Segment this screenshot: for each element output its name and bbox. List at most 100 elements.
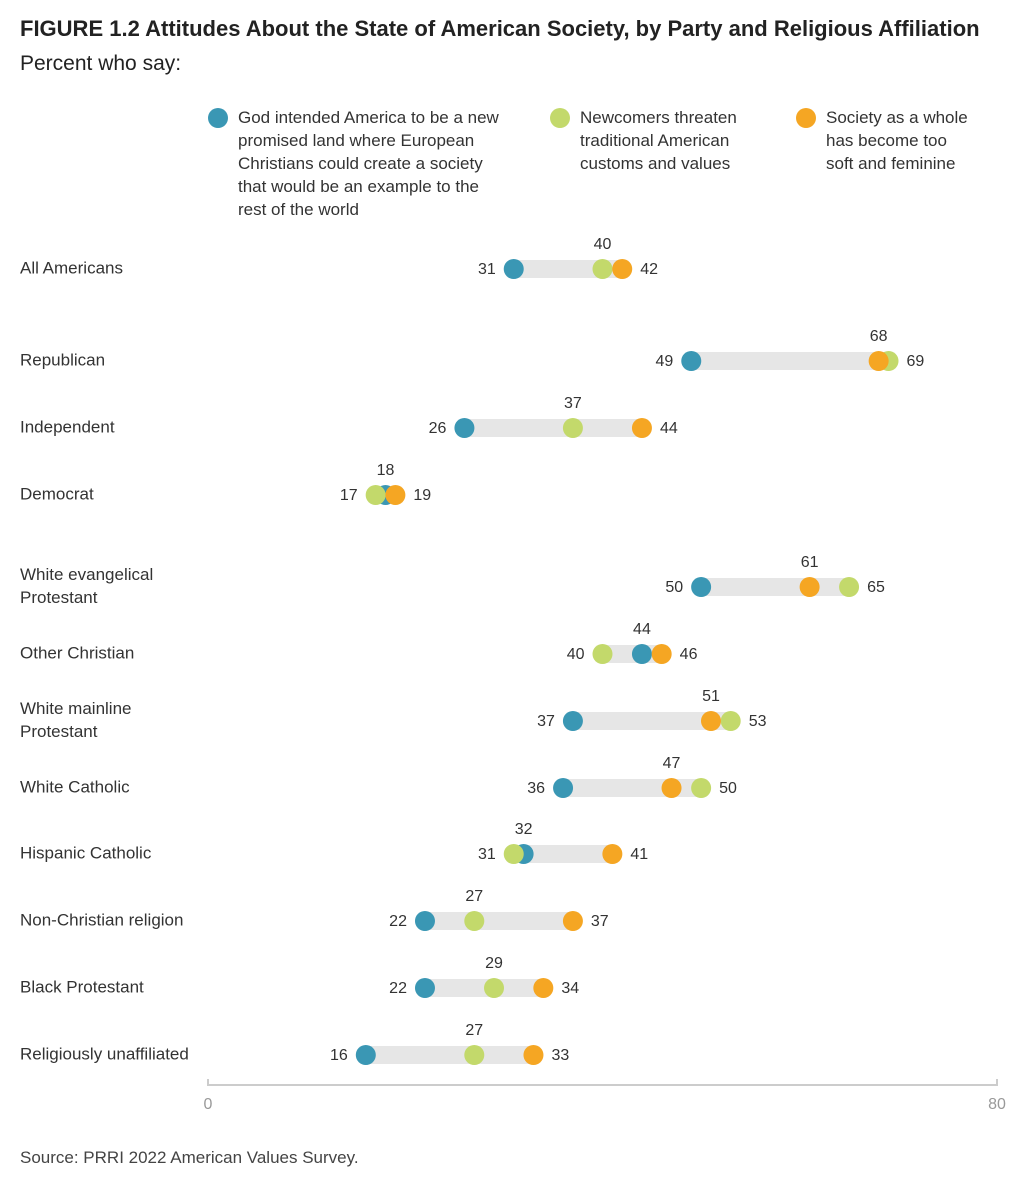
legend-label-soft-feminine: Society as a whole has become too soft and… xyxy=(826,106,1033,175)
legend-label-newcomers: Newcomers threaten traditional American cu… xyxy=(580,106,880,175)
category-label: Other Christian xyxy=(20,643,134,662)
legend-label-line: has become too xyxy=(826,131,947,150)
category-label: Black Protestant xyxy=(20,977,144,996)
legend-label-line: traditional American xyxy=(580,131,730,150)
data-label: 50 xyxy=(665,579,683,596)
source-note: Source: PRRI 2022 American Values Survey… xyxy=(20,1148,359,1167)
chart-title: FIGURE 1.2 Attitudes About the State of … xyxy=(20,16,980,41)
data-label: 27 xyxy=(465,888,483,905)
data-point xyxy=(355,1045,376,1065)
range-bar xyxy=(691,352,889,370)
legend-label-line: customs and values xyxy=(580,154,731,173)
data-label: 69 xyxy=(907,353,925,370)
data-point xyxy=(464,1045,485,1065)
data-label: 47 xyxy=(663,755,681,772)
range-bar xyxy=(513,845,613,863)
data-label: 53 xyxy=(749,713,767,730)
category-label: All Americans xyxy=(20,258,123,277)
data-point xyxy=(651,644,672,664)
data-label: 18 xyxy=(377,462,395,479)
data-point xyxy=(612,259,633,279)
data-label: 37 xyxy=(564,395,582,412)
data-label: 68 xyxy=(870,328,888,345)
category-label: Democrat xyxy=(20,484,94,503)
data-label: 46 xyxy=(680,646,698,663)
legend-label-line: God intended America to be a new xyxy=(238,108,499,127)
data-label: 42 xyxy=(640,261,658,278)
data-label: 29 xyxy=(485,955,503,972)
legend-label-promised-land: God intended America to be a new promised… xyxy=(238,106,538,221)
data-label: 17 xyxy=(340,487,358,504)
data-label: 31 xyxy=(478,846,496,863)
data-point xyxy=(602,844,623,864)
data-label: 65 xyxy=(867,579,885,596)
range-bar xyxy=(701,578,850,596)
data-point xyxy=(454,418,475,438)
category-label: Independent xyxy=(20,417,115,436)
x-tick-label: 80 xyxy=(988,1096,1006,1113)
legend-dot-newcomers xyxy=(550,108,570,128)
data-point xyxy=(720,711,741,731)
data-point xyxy=(484,978,505,998)
data-point xyxy=(661,778,682,798)
legend-dot-soft-feminine xyxy=(796,108,816,128)
range-bar xyxy=(424,912,573,930)
data-label: 37 xyxy=(591,913,609,930)
data-point xyxy=(631,644,652,664)
legend-dot-promised-land xyxy=(208,108,228,128)
data-label: 33 xyxy=(551,1047,569,1064)
legend-label-line: soft and feminine xyxy=(826,154,956,173)
category-label: Protestant xyxy=(20,722,98,741)
data-point xyxy=(533,978,554,998)
data-point xyxy=(414,978,435,998)
data-point xyxy=(691,577,712,597)
data-label: 16 xyxy=(330,1047,348,1064)
category-label: Republican xyxy=(20,350,105,369)
data-label: 22 xyxy=(389,913,407,930)
data-point xyxy=(592,259,613,279)
category-label: Religiously unaffiliated xyxy=(20,1044,189,1063)
legend-label-line: promised land where European xyxy=(238,131,475,150)
data-point xyxy=(562,911,583,931)
data-label: 34 xyxy=(561,980,579,997)
data-label: 31 xyxy=(478,261,496,278)
data-point xyxy=(523,1045,544,1065)
data-point xyxy=(385,485,406,505)
data-point xyxy=(691,778,712,798)
data-point xyxy=(503,259,524,279)
legend-label-line: rest of the world xyxy=(238,200,359,219)
data-label: 19 xyxy=(413,487,431,504)
data-point xyxy=(592,644,613,664)
x-tick-label: 0 xyxy=(204,1096,213,1113)
data-point xyxy=(700,711,721,731)
data-label: 50 xyxy=(719,780,737,797)
data-label: 32 xyxy=(515,821,533,838)
legend-label-line: Society as a whole xyxy=(826,108,968,127)
data-label: 40 xyxy=(567,646,585,663)
data-point xyxy=(553,778,574,798)
range-bar xyxy=(464,419,642,437)
category-label: Protestant xyxy=(20,588,98,607)
data-point xyxy=(868,351,889,371)
category-label: White Catholic xyxy=(20,777,130,796)
category-label: Non-Christian religion xyxy=(20,910,183,929)
data-label: 37 xyxy=(537,713,555,730)
data-label: 40 xyxy=(594,236,612,253)
data-point xyxy=(503,844,524,864)
category-label: Hispanic Catholic xyxy=(20,843,152,862)
data-point xyxy=(562,711,583,731)
data-label: 51 xyxy=(702,688,720,705)
data-point xyxy=(562,418,583,438)
data-label: 26 xyxy=(429,420,447,437)
legend-label-line: that would be an example to the xyxy=(238,177,479,196)
data-label: 41 xyxy=(630,846,648,863)
data-label: 61 xyxy=(801,554,819,571)
legend-label-line: Newcomers threaten xyxy=(580,108,737,127)
category-label: White mainline xyxy=(20,699,132,718)
data-point xyxy=(681,351,702,371)
data-label: 27 xyxy=(465,1022,483,1039)
data-point xyxy=(464,911,485,931)
data-label: 22 xyxy=(389,980,407,997)
range-bar xyxy=(365,1046,534,1064)
